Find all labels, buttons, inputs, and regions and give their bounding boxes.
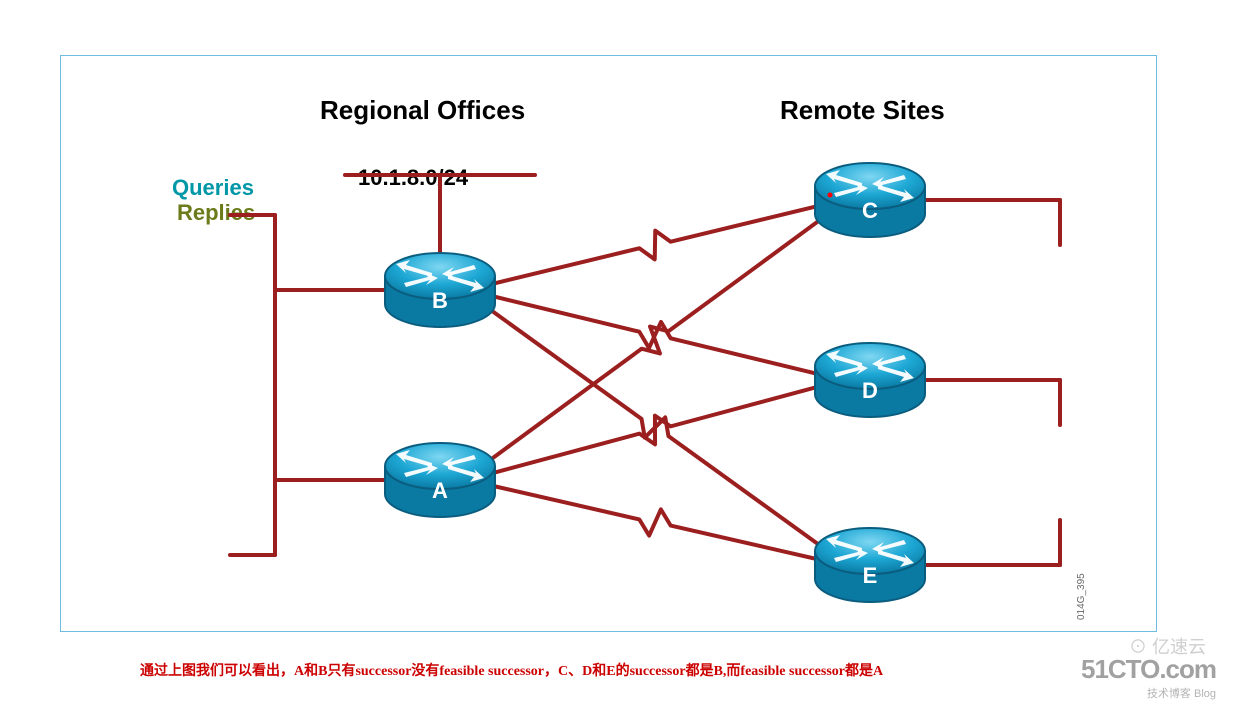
svg-text:B: B <box>432 288 448 313</box>
caption-text: 通过上图我们可以看出，A和B只有successor没有feasible succ… <box>140 660 883 680</box>
router-d: D <box>815 343 925 417</box>
svg-text:E: E <box>863 563 878 588</box>
watermark-51cto-small: 技术博客 Blog <box>1081 685 1216 701</box>
router-b: B <box>385 253 495 327</box>
svg-text:A: A <box>432 478 448 503</box>
watermark-51cto: 51CTO.com 技术博客 Blog <box>1081 654 1216 701</box>
diagram-canvas: Regional Offices Remote Sites 10.1.8.0/2… <box>0 0 1236 719</box>
svg-text:C: C <box>862 198 878 223</box>
watermark-51cto-big: 51CTO.com <box>1081 654 1216 685</box>
diagram-svg: B A C D E <box>0 0 1236 719</box>
router-e: E <box>815 528 925 602</box>
router-c: C <box>815 163 925 237</box>
router-a: A <box>385 443 495 517</box>
svg-text:D: D <box>862 378 878 403</box>
figure-id: 014G_395 <box>1076 573 1087 620</box>
